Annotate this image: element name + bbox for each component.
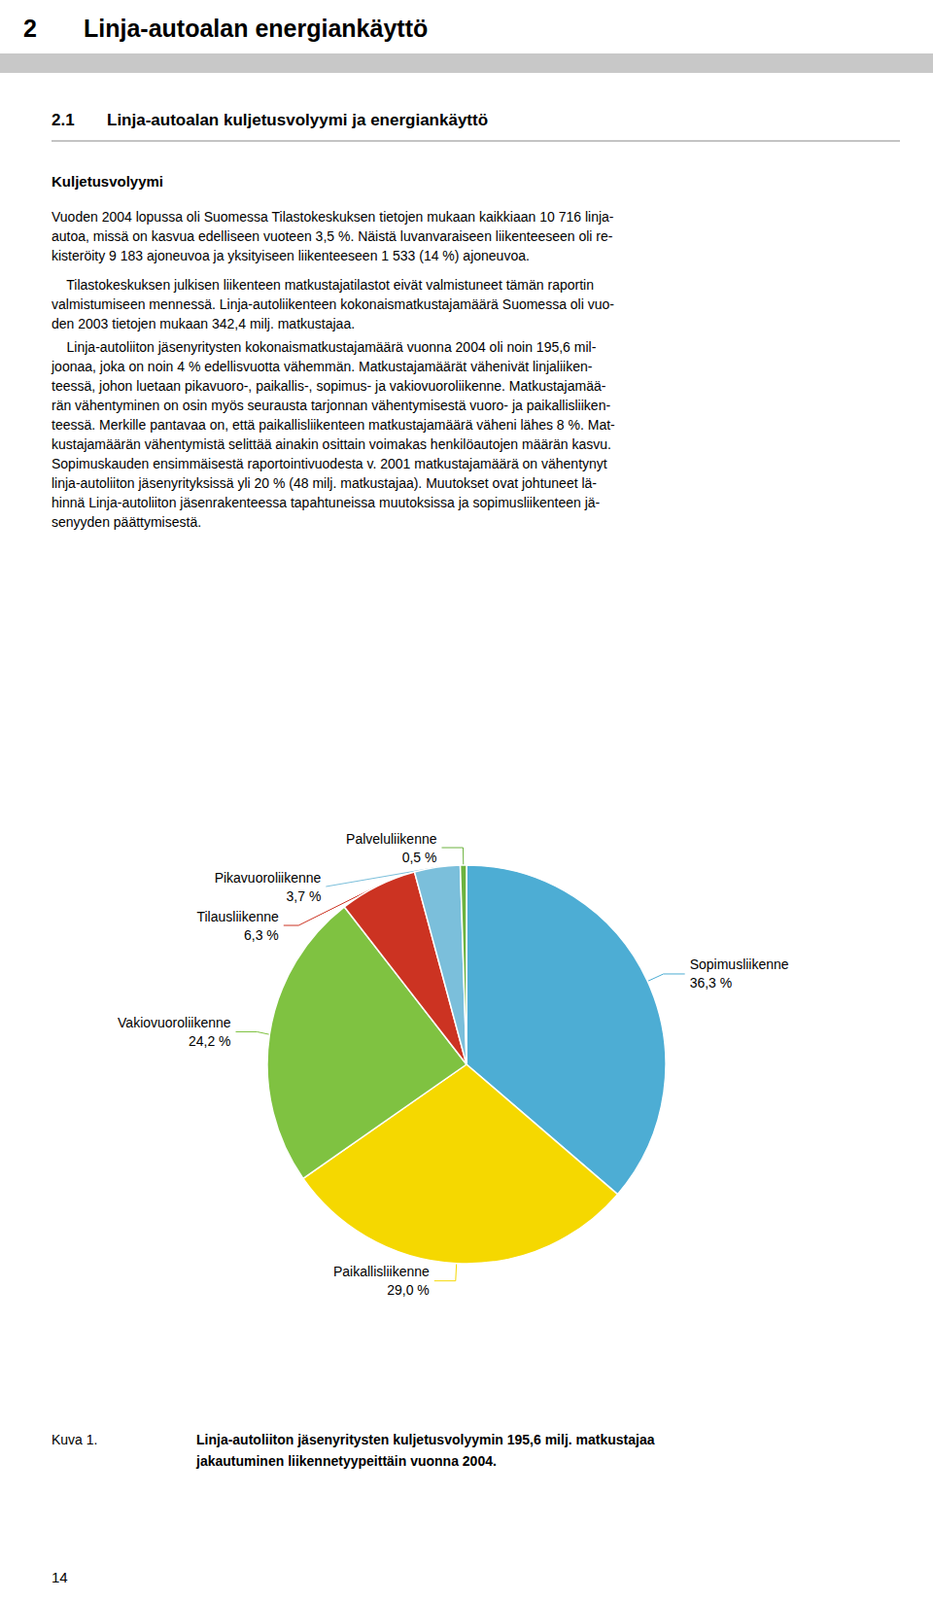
svg-text:Palveluliikenne: Palveluliikenne [345, 830, 438, 847]
svg-text:kustajamäärän vähentymistä sel: kustajamäärän vähentymistä selittää aina… [51, 436, 612, 452]
svg-text:Linja-autoliiton jäsenyrityste: Linja-autoliiton jäsenyritysten kuljetus… [196, 1431, 656, 1448]
svg-text:2: 2 [23, 14, 37, 42]
svg-text:3,7 %: 3,7 % [286, 888, 322, 904]
svg-text:Paikallisliikenne: Paikallisliikenne [333, 1263, 430, 1279]
svg-text:0,5 %: 0,5 % [402, 849, 438, 865]
svg-text:Linja-autoalan energiankäyttö: Linja-autoalan energiankäyttö [83, 14, 428, 42]
svg-text:linja-autoliiton jäsenyrityksi: linja-autoliiton jäsenyrityksissä yli 20… [51, 475, 597, 491]
svg-text:Kuljetusvolyymi: Kuljetusvolyymi [51, 172, 164, 190]
svg-text:Linja-autoalan kuljetusvolyymi: Linja-autoalan kuljetusvolyymi ja energi… [106, 110, 488, 130]
svg-text:Tilastokeskuksen julkisen liik: Tilastokeskuksen julkisen liikenteen mat… [51, 276, 594, 293]
svg-text:autoa, missä on kasvua edellis: autoa, missä on kasvua edelliseen vuotee… [51, 228, 614, 244]
svg-text:kisteröity 9 183 ajoneuvoa ja: kisteröity 9 183 ajoneuvoa ja yksityisee… [51, 247, 530, 264]
svg-text:36,3 %: 36,3 % [690, 974, 733, 991]
svg-text:joonaa, joka on noin 4 % edell: joonaa, joka on noin 4 % edellisvuotta v… [50, 358, 593, 375]
svg-text:hinnä Linja-autoliiton jäsenra: hinnä Linja-autoliiton jäsenrakenteessa … [51, 494, 601, 511]
svg-text:Tilausliikenne: Tilausliikenne [196, 908, 279, 925]
svg-text:teessä, johon luetaan pikavuor: teessä, johon luetaan pikavuoro-, paikal… [51, 378, 607, 394]
svg-text:rän vähentyminen on osin myös: rän vähentyminen on osin myös seurausta … [51, 397, 611, 414]
svg-text:Kuva 1.: Kuva 1. [51, 1431, 98, 1448]
svg-text:teessä. Merkille pantavaa on,: teessä. Merkille pantavaa on, että paika… [51, 416, 616, 433]
svg-text:29,0 %: 29,0 % [386, 1281, 430, 1298]
svg-text:Pikavuoroliikenne: Pikavuoroliikenne [214, 869, 322, 886]
svg-text:Sopimusliikenne: Sopimusliikenne [690, 956, 790, 972]
svg-text:24,2 %: 24,2 % [188, 1033, 232, 1049]
svg-text:Linja-autoliiton jäsenyrityste: Linja-autoliiton jäsenyritysten kokonais… [51, 339, 597, 355]
svg-text:14: 14 [51, 1568, 69, 1586]
svg-text:2.1: 2.1 [51, 110, 75, 130]
svg-text:Vuoden 2004 lopussa oli Suomes: Vuoden 2004 lopussa oli Suomessa Tilasto… [51, 208, 615, 225]
svg-text:valmistumiseen mennessä. Linja: valmistumiseen mennessä. Linja-autoliike… [51, 296, 615, 312]
svg-text:senyyden päättymisestä.: senyyden päättymisestä. [51, 514, 202, 530]
svg-text:jakautuminen liikennetyypeittä: jakautuminen liikennetyypeittäin vuonna … [195, 1452, 497, 1469]
svg-text:den 2003 tietojen mukaan 342,4: den 2003 tietojen mukaan 342,4 milj. mat… [51, 315, 355, 332]
svg-text:6,3 %: 6,3 % [243, 927, 279, 943]
svg-text:Sopimuskauden ensimmäisestä ra: Sopimuskauden ensimmäisestä raportointiv… [51, 455, 608, 472]
svg-text:Vakiovuoroliikenne: Vakiovuoroliikenne [117, 1014, 232, 1031]
